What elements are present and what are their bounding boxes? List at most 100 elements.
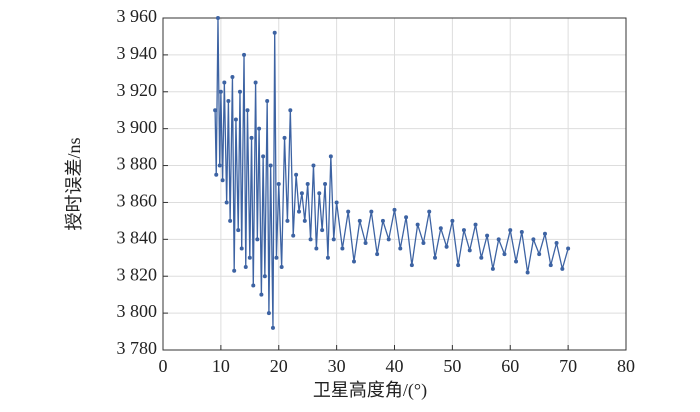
point — [456, 263, 461, 268]
y-axis-label: 授时误差/ns — [64, 137, 84, 230]
point — [261, 154, 266, 159]
y-tick-label: 3 820 — [117, 264, 158, 284]
point — [288, 108, 293, 113]
x-tick-label: 70 — [559, 356, 577, 376]
point — [279, 265, 284, 269]
point — [421, 241, 426, 246]
point — [249, 135, 254, 140]
point — [214, 172, 219, 177]
point — [496, 237, 501, 242]
point — [272, 30, 277, 35]
x-tick-label: 50 — [443, 356, 461, 376]
point — [514, 259, 519, 264]
point — [467, 248, 472, 253]
x-tick-label: 80 — [617, 356, 635, 376]
y-tick-label: 3 960 — [117, 6, 158, 26]
point — [213, 108, 218, 113]
point — [215, 16, 220, 20]
point — [259, 292, 264, 297]
y-tick-label: 3 800 — [117, 301, 158, 321]
point — [380, 218, 385, 223]
point — [502, 252, 507, 257]
point — [239, 246, 244, 251]
point — [548, 263, 553, 268]
point — [566, 246, 571, 251]
point — [334, 200, 339, 205]
point — [392, 207, 397, 212]
point — [265, 99, 270, 103]
point — [291, 233, 296, 238]
point — [253, 80, 258, 85]
point — [346, 209, 351, 214]
point — [245, 108, 250, 113]
point — [299, 191, 304, 196]
point — [262, 274, 267, 279]
point — [314, 246, 319, 251]
point — [224, 200, 229, 205]
point — [485, 233, 490, 238]
point — [369, 209, 374, 214]
point — [519, 229, 524, 234]
point — [351, 259, 356, 264]
point — [218, 89, 223, 94]
point — [308, 237, 313, 242]
point — [427, 209, 432, 214]
y-tick-label: 3 840 — [117, 227, 158, 247]
point — [357, 218, 362, 223]
point — [398, 246, 403, 251]
x-tick-label: 10 — [212, 356, 230, 376]
y-tick-label: 3 860 — [117, 191, 158, 211]
point — [560, 266, 565, 271]
point — [537, 252, 542, 257]
point — [409, 263, 414, 268]
point — [450, 218, 455, 223]
point — [340, 246, 345, 251]
point — [257, 126, 262, 131]
point — [285, 218, 290, 223]
point — [525, 270, 530, 275]
x-tick-label: 60 — [501, 356, 519, 376]
point — [294, 172, 299, 177]
point — [531, 237, 536, 242]
point — [233, 117, 238, 122]
y-tick-label: 3 940 — [117, 43, 158, 63]
point — [230, 75, 235, 80]
point — [320, 228, 325, 233]
y-tick-label: 3 880 — [117, 154, 158, 174]
point — [404, 215, 409, 220]
point — [302, 218, 307, 223]
point — [242, 52, 247, 57]
point — [226, 99, 231, 103]
point — [433, 255, 438, 260]
point — [222, 80, 227, 85]
y-tick-label: 3 780 — [117, 338, 158, 358]
point — [228, 218, 233, 223]
point — [268, 163, 273, 168]
point — [276, 182, 281, 186]
x-tick-label: 0 — [159, 356, 168, 376]
y-tick-label: 3 920 — [117, 80, 158, 100]
point — [274, 255, 279, 260]
point — [328, 154, 333, 159]
point — [363, 241, 368, 246]
series-line — [214, 17, 569, 328]
point — [375, 252, 380, 257]
x-tick-label: 30 — [328, 356, 346, 376]
point — [415, 222, 420, 227]
point — [305, 182, 310, 186]
point — [542, 231, 547, 236]
point — [243, 265, 248, 269]
plot-frame — [162, 17, 627, 351]
point — [217, 163, 222, 168]
point — [311, 163, 316, 168]
point — [490, 266, 495, 271]
point — [554, 241, 559, 246]
x-tick-label: 40 — [386, 356, 404, 376]
x-axis-label: 卫星高度角/(°) — [313, 380, 427, 401]
point — [386, 237, 391, 242]
point — [438, 226, 443, 231]
point — [297, 209, 302, 214]
point — [461, 228, 466, 233]
point — [255, 237, 260, 242]
